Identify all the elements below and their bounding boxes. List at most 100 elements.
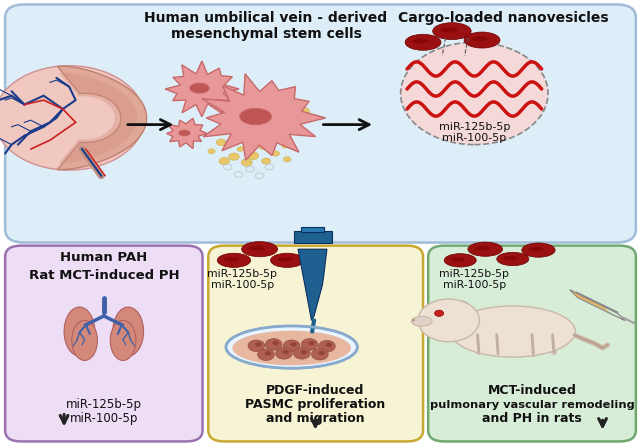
FancyBboxPatch shape (208, 246, 423, 441)
Circle shape (208, 149, 215, 154)
Circle shape (319, 351, 325, 355)
Text: Rat MCT-induced PH: Rat MCT-induced PH (29, 269, 179, 282)
Ellipse shape (240, 108, 272, 125)
Ellipse shape (72, 320, 97, 360)
Circle shape (241, 158, 253, 166)
Text: Human umbilical vein - derived
mesenchymal stem cells: Human umbilical vein - derived mesenchym… (144, 11, 388, 41)
Circle shape (247, 152, 259, 160)
Circle shape (265, 339, 282, 350)
Text: and migration: and migration (266, 412, 365, 425)
Ellipse shape (522, 243, 555, 257)
Ellipse shape (412, 39, 428, 44)
Circle shape (308, 341, 315, 345)
FancyBboxPatch shape (5, 4, 636, 243)
Ellipse shape (440, 27, 458, 32)
Circle shape (259, 144, 267, 150)
Circle shape (401, 42, 548, 145)
Circle shape (262, 158, 271, 164)
Ellipse shape (233, 331, 351, 365)
Ellipse shape (113, 307, 144, 356)
Circle shape (301, 350, 307, 354)
Ellipse shape (433, 23, 471, 40)
Ellipse shape (179, 130, 190, 136)
Text: miR-100-5p: miR-100-5p (443, 280, 506, 290)
Polygon shape (59, 73, 137, 163)
Ellipse shape (249, 246, 265, 251)
Circle shape (312, 348, 328, 360)
Ellipse shape (468, 242, 503, 256)
Text: and PH in rats: and PH in rats (482, 412, 582, 425)
Ellipse shape (217, 253, 251, 267)
FancyBboxPatch shape (5, 246, 203, 441)
Ellipse shape (503, 256, 518, 260)
Circle shape (435, 310, 444, 316)
Ellipse shape (475, 246, 490, 250)
Ellipse shape (242, 242, 278, 257)
Ellipse shape (497, 252, 529, 266)
Ellipse shape (277, 257, 292, 261)
Circle shape (283, 350, 289, 354)
Circle shape (276, 348, 292, 359)
Circle shape (294, 348, 310, 359)
Polygon shape (58, 66, 147, 170)
Circle shape (326, 343, 332, 347)
Text: miR-125b-5p: miR-125b-5p (439, 269, 510, 279)
Text: miR-100-5p: miR-100-5p (211, 280, 274, 290)
Text: miR-125b-5p: miR-125b-5p (207, 269, 278, 279)
Ellipse shape (451, 257, 465, 261)
Ellipse shape (471, 36, 487, 41)
Circle shape (291, 100, 299, 105)
Ellipse shape (271, 253, 304, 267)
Ellipse shape (405, 34, 441, 50)
Polygon shape (570, 290, 625, 321)
Circle shape (248, 340, 265, 352)
Polygon shape (571, 291, 609, 312)
Text: miR-125b-5p: miR-125b-5p (438, 122, 510, 132)
Circle shape (272, 151, 279, 156)
Text: miR-100-5p: miR-100-5p (442, 133, 506, 143)
Polygon shape (167, 118, 207, 149)
Ellipse shape (464, 32, 500, 48)
Circle shape (272, 341, 279, 345)
Ellipse shape (64, 307, 95, 356)
Circle shape (237, 147, 244, 151)
Ellipse shape (226, 326, 358, 368)
Ellipse shape (453, 301, 468, 309)
Polygon shape (202, 74, 326, 160)
Polygon shape (0, 66, 144, 170)
Circle shape (265, 351, 271, 356)
Polygon shape (301, 227, 324, 232)
Circle shape (290, 342, 297, 347)
Circle shape (213, 102, 223, 109)
Circle shape (229, 153, 239, 160)
Ellipse shape (444, 254, 476, 267)
Ellipse shape (190, 83, 209, 93)
FancyBboxPatch shape (428, 246, 636, 441)
Text: miR-100-5p: miR-100-5p (70, 412, 138, 425)
Circle shape (281, 143, 289, 148)
Circle shape (319, 340, 335, 352)
Circle shape (255, 342, 262, 347)
Circle shape (299, 108, 310, 115)
Text: PDGF-induced: PDGF-induced (266, 384, 365, 397)
Text: Cargo-loaded nanovesicles: Cargo-loaded nanovesicles (398, 11, 608, 25)
Ellipse shape (455, 302, 465, 307)
Ellipse shape (110, 320, 136, 360)
Ellipse shape (224, 257, 239, 261)
Text: PASMC proliferation: PASMC proliferation (246, 398, 385, 412)
Ellipse shape (451, 306, 576, 357)
Polygon shape (298, 249, 327, 320)
Circle shape (418, 299, 479, 342)
Ellipse shape (412, 316, 432, 326)
Circle shape (216, 139, 226, 146)
Circle shape (301, 339, 318, 350)
Text: Human PAH: Human PAH (60, 251, 147, 264)
Polygon shape (165, 61, 239, 117)
Circle shape (258, 349, 274, 360)
Circle shape (283, 340, 300, 352)
Circle shape (283, 157, 291, 162)
Text: MCT-induced: MCT-induced (488, 384, 576, 397)
Text: miR-125b-5p: miR-125b-5p (66, 398, 142, 412)
Text: pulmonary vascular remodeling: pulmonary vascular remodeling (429, 400, 635, 410)
Polygon shape (294, 231, 332, 243)
